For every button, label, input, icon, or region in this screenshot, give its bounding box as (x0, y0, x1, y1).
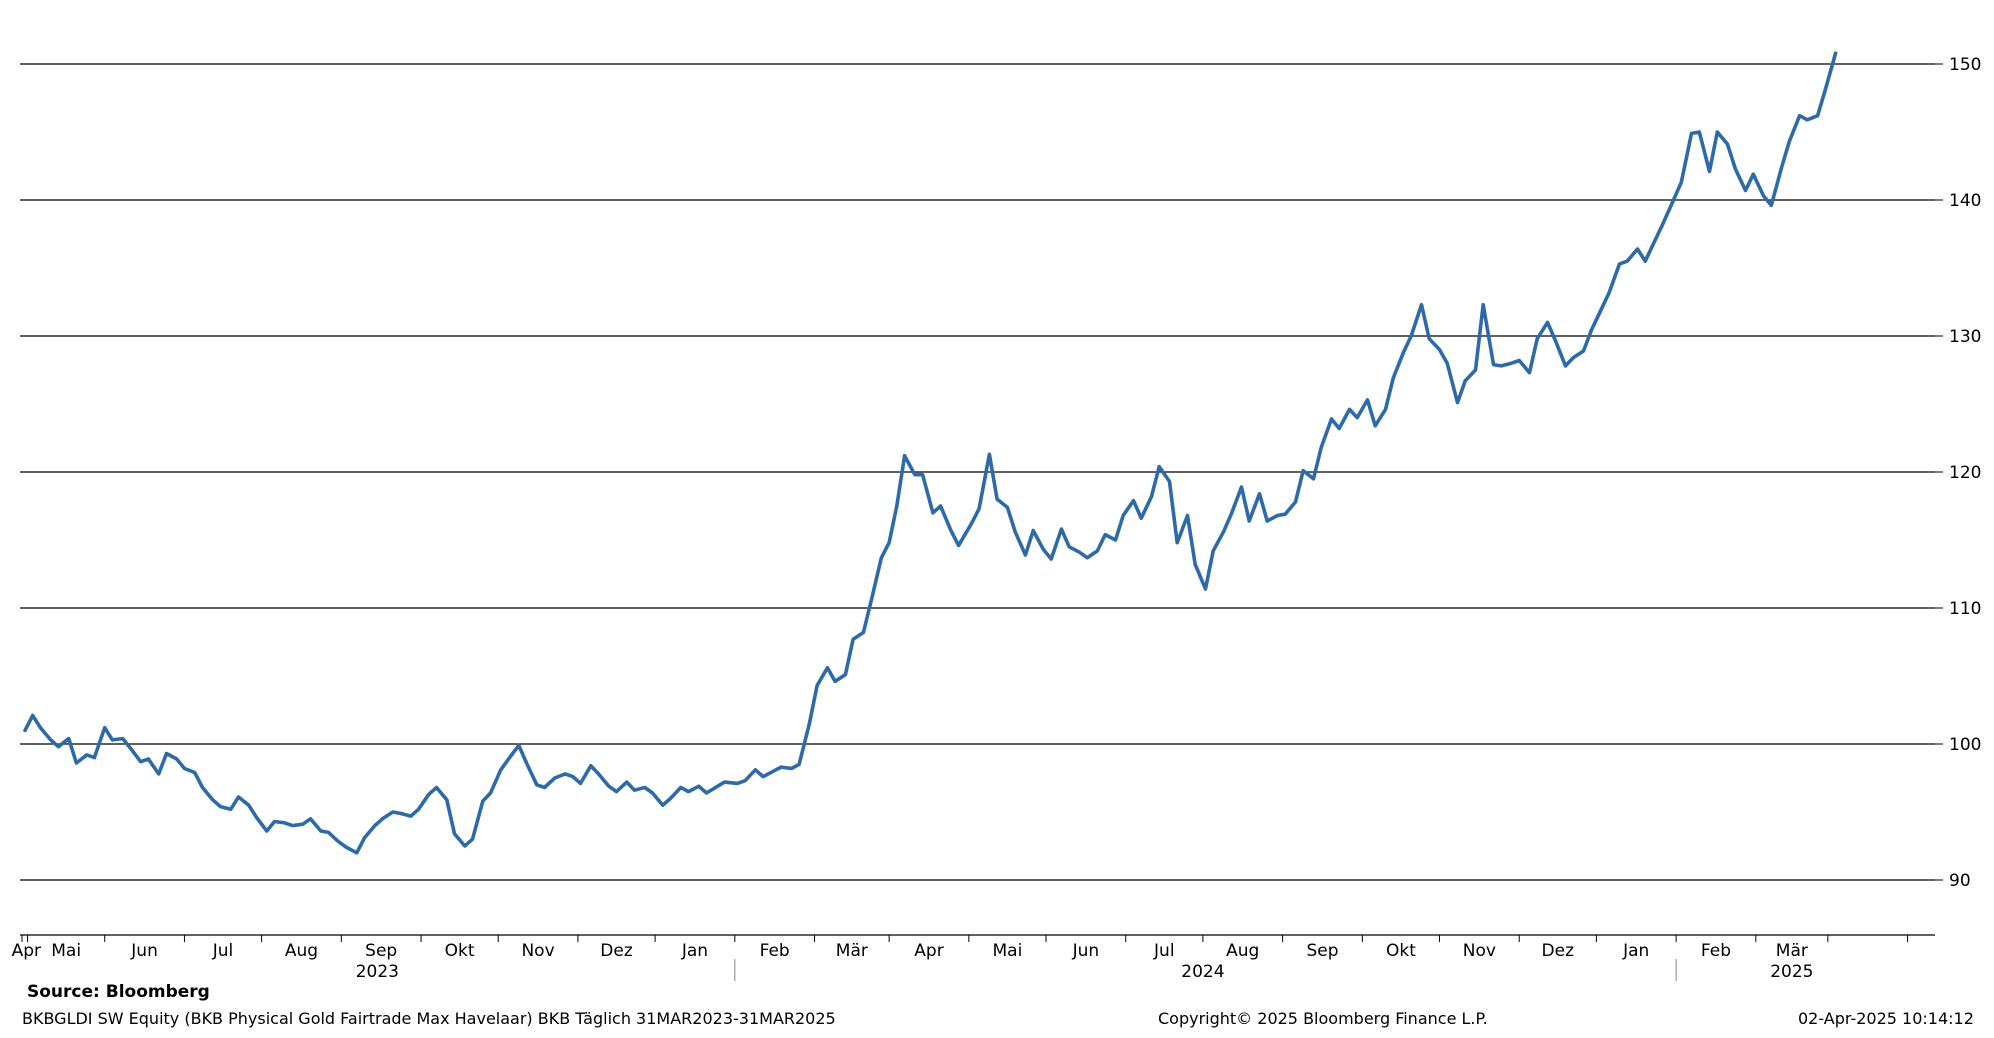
copyright-notice: Copyright© 2025 Bloomberg Finance L.P. (1158, 1009, 1488, 1028)
year-label: 2024 (1181, 962, 1224, 982)
x-axis: Apr Mai Jun Jul Aug Sep Okt Nov Dez Jan Feb Mär Apr M… (12, 934, 1935, 982)
x-tick-label: Jun (1072, 941, 1100, 961)
price-line (23, 51, 1838, 855)
y-tick-label: 100 (1949, 735, 1981, 755)
x-tick-label: Mär (1776, 941, 1808, 961)
y-tick-label: 150 (1949, 55, 1981, 75)
x-tick-label: Apr (914, 941, 943, 961)
y-tick-label: 130 (1949, 327, 1981, 347)
x-tick-label: Jan (1622, 941, 1649, 961)
x-tick-label: Feb (760, 941, 790, 961)
x-tick-label: Sep (1306, 941, 1338, 961)
x-tick-label: Okt (445, 941, 475, 961)
x-tick-label: Jul (212, 941, 234, 961)
y-tick-label: 90 (1949, 871, 1971, 891)
x-tick-label: Dez (1542, 941, 1575, 961)
x-tick-label: Aug (285, 941, 318, 961)
security-description: BKBGLDI SW Equity (BKB Physical Gold Fai… (22, 1009, 836, 1028)
x-tick-label: Apr (12, 941, 41, 961)
source-label: Source: Bloomberg (27, 982, 210, 1002)
y-axis: 90 100 110 120 130 140 150 (1935, 55, 1981, 891)
x-tick-label: Jun (130, 941, 158, 961)
x-tick-label: Okt (1386, 941, 1416, 961)
x-tick-label: Nov (521, 941, 554, 961)
x-tick-label: Jul (1153, 941, 1175, 961)
year-label: 2025 (1770, 962, 1813, 982)
x-tick-label: Feb (1701, 941, 1731, 961)
x-tick-label: Aug (1226, 941, 1259, 961)
x-tick-label: Jan (681, 941, 708, 961)
x-tick-label: Sep (365, 941, 397, 961)
x-tick-label: Nov (1463, 941, 1496, 961)
y-tick-label: 120 (1949, 463, 1981, 483)
x-tick-label: Dez (600, 941, 633, 961)
x-tick-label: Mai (993, 941, 1023, 961)
x-tick-label: Mär (836, 941, 868, 961)
year-label: 2023 (356, 962, 399, 982)
x-tick-label: Mai (51, 941, 81, 961)
timestamp: 02-Apr-2025 10:14:12 (1798, 1009, 1974, 1028)
y-tick-label: 110 (1949, 599, 1981, 619)
gridlines (20, 63, 1935, 881)
y-tick-label: 140 (1949, 191, 1981, 211)
